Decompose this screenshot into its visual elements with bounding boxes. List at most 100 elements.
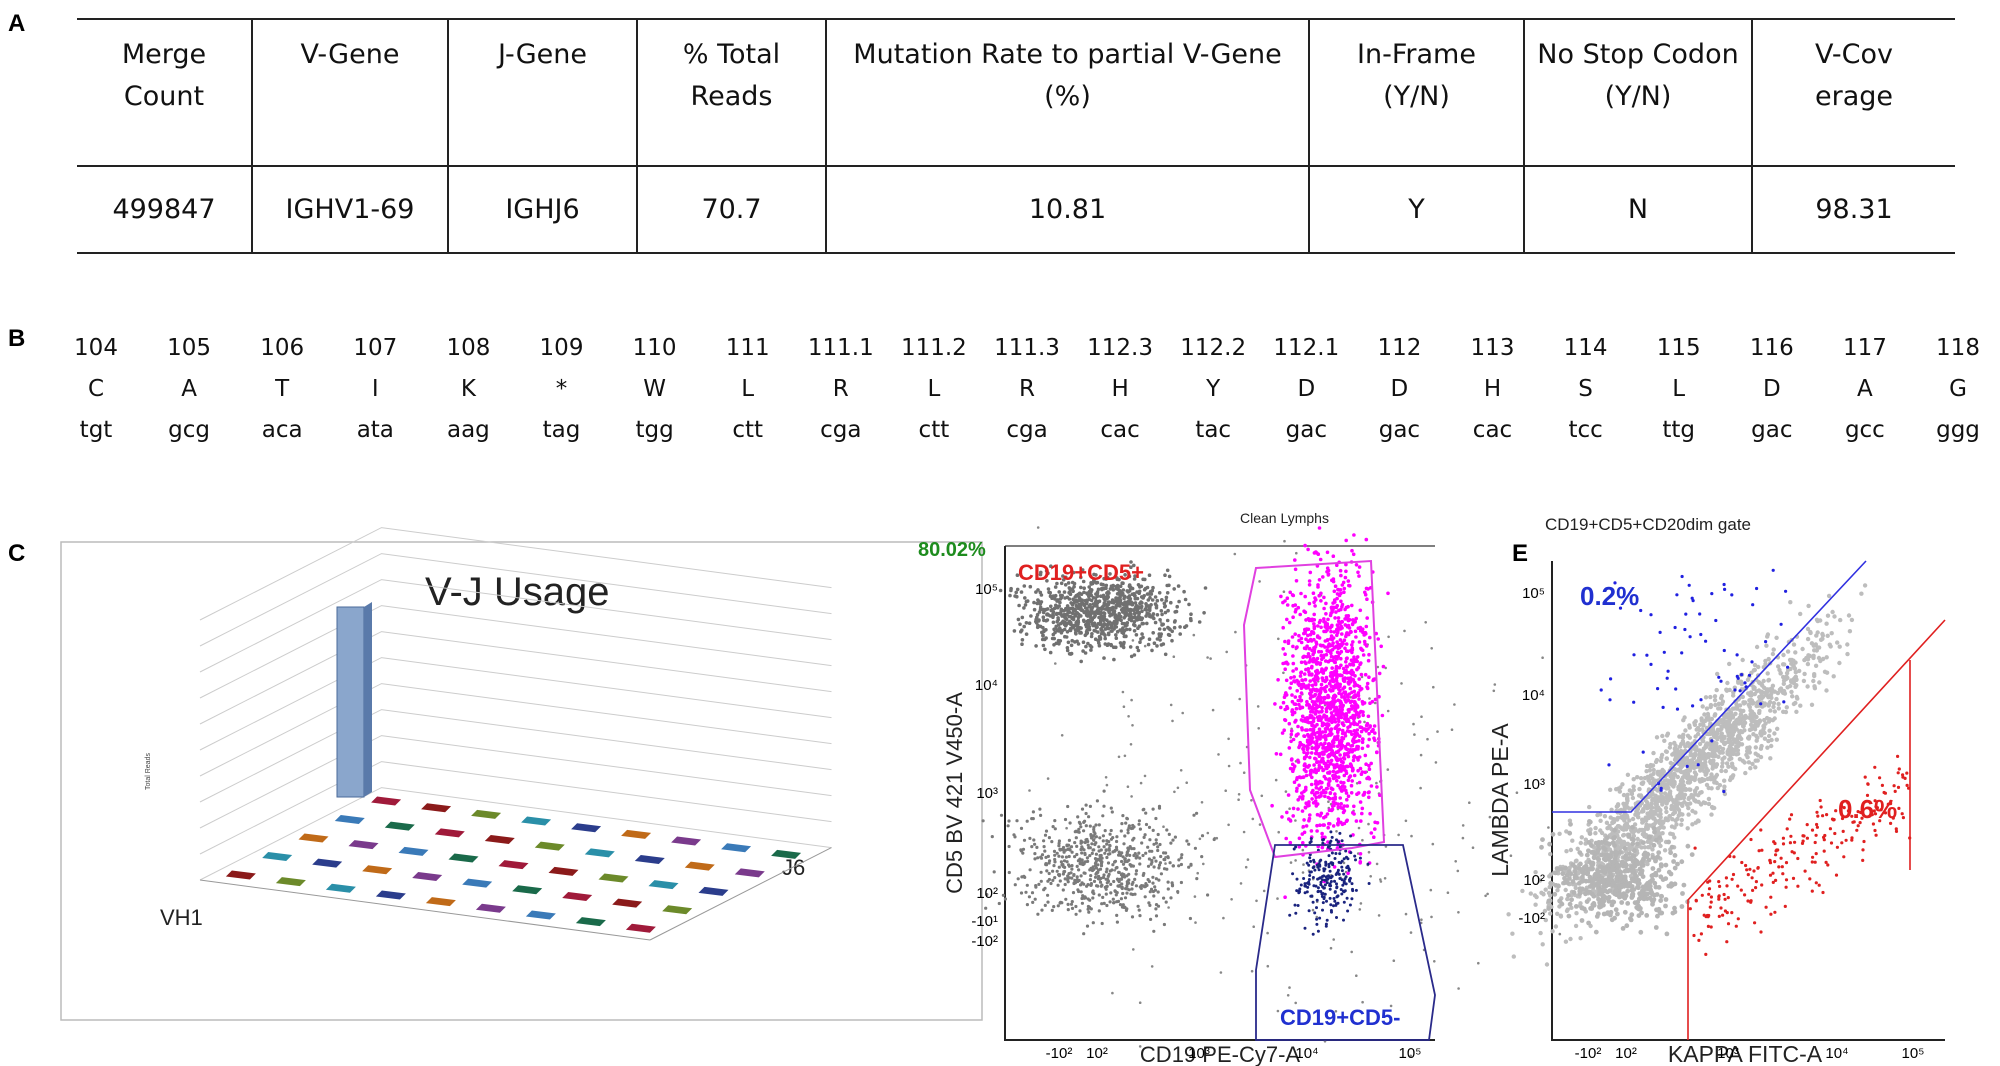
event-dot [1302, 684, 1306, 689]
event-dot [1287, 817, 1291, 821]
event-dot [1069, 902, 1074, 906]
event-dot [1345, 797, 1349, 802]
event-dot [1153, 888, 1157, 892]
event-dot [1149, 917, 1153, 922]
codon: cga [820, 417, 862, 443]
event-dot [1380, 713, 1385, 718]
event-dot [1283, 539, 1286, 543]
event-dot [1077, 830, 1081, 834]
event-dot [1706, 796, 1712, 802]
event-dot [1309, 782, 1314, 787]
event-dot [1066, 581, 1071, 585]
event-dot [1066, 640, 1071, 645]
event-dot [1324, 737, 1328, 742]
event-dot [1042, 845, 1046, 849]
event-dot [1246, 858, 1250, 861]
event-dot [1196, 871, 1199, 875]
event-dot [1358, 852, 1363, 856]
event-dot [1138, 1045, 1142, 1048]
event-dot [1342, 857, 1346, 861]
event-dot [1041, 643, 1046, 648]
event-dot [1328, 613, 1333, 618]
event-dot [1316, 929, 1320, 933]
event-dot [1568, 847, 1574, 853]
amino-acid: L [741, 376, 755, 402]
event-dot [1163, 610, 1168, 615]
event-dot [1718, 706, 1723, 711]
event-dot [1312, 860, 1316, 864]
event-dot [1162, 896, 1166, 900]
event-dot [1171, 719, 1174, 723]
event-dot [1598, 818, 1603, 823]
event-dot [1538, 930, 1543, 936]
event-dot [1307, 579, 1312, 583]
event-dot [1102, 804, 1106, 808]
event-dot [1320, 845, 1325, 850]
event-dot [1278, 752, 1283, 757]
event-dot [1141, 621, 1145, 626]
event-dot [1568, 936, 1573, 942]
event-dot [1729, 741, 1734, 746]
event-dot [1044, 569, 1049, 573]
event-dot [1776, 701, 1781, 707]
event-dot [1392, 959, 1396, 962]
event-dot [1344, 642, 1349, 646]
event-dot [1137, 851, 1141, 855]
event-dot [1076, 620, 1081, 625]
event-dot [1072, 873, 1076, 878]
event-dot [1139, 595, 1144, 599]
event-dot [1332, 897, 1336, 900]
event-dot [1283, 718, 1287, 722]
event-dot [1541, 656, 1544, 659]
event-dot [1623, 822, 1628, 828]
event-dot [1555, 888, 1560, 893]
event-dot [1118, 584, 1123, 588]
event-dot [1180, 853, 1184, 857]
event-dot [1120, 593, 1125, 597]
event-dot [1322, 606, 1326, 611]
event-dot [1166, 887, 1170, 891]
event-dot [1352, 773, 1357, 778]
event-dot [1147, 857, 1151, 861]
event-dot [1347, 682, 1351, 686]
event-dot [1065, 646, 1070, 650]
event-dot [1311, 876, 1315, 879]
event-dot [1351, 663, 1356, 667]
event-dot [1351, 768, 1355, 772]
event-dot [1084, 644, 1088, 649]
event-dot [1139, 886, 1143, 891]
event-dot [1055, 599, 1059, 603]
event-dot [1039, 870, 1043, 874]
event-dot [1336, 682, 1340, 686]
event-dot [1293, 903, 1297, 907]
event-dot [1824, 670, 1830, 675]
event-dot [1296, 807, 1300, 811]
event-dot [1138, 856, 1142, 860]
event-dot [1321, 838, 1325, 842]
event-dot [1027, 895, 1031, 899]
event-dot [1364, 644, 1369, 648]
event-dot [1154, 816, 1158, 821]
event-dot [1051, 611, 1055, 616]
event-dot [1563, 939, 1569, 944]
event-dot [1322, 895, 1326, 899]
event-dot [1035, 601, 1039, 606]
event-dot [1342, 788, 1346, 792]
event-dot [1326, 742, 1331, 746]
event-dot [1338, 831, 1342, 835]
event-dot [1324, 875, 1328, 879]
panel-label: A [8, 10, 26, 37]
event-dot [1367, 882, 1371, 885]
event-dot [1805, 684, 1810, 689]
event-dot [1506, 912, 1511, 917]
event-dot [1173, 835, 1177, 839]
event-dot [1064, 607, 1069, 612]
event-dot [1124, 610, 1128, 615]
event-dot [1078, 859, 1082, 863]
event-dot [1816, 655, 1822, 661]
event-dot [1069, 845, 1074, 849]
event-dot [1152, 842, 1156, 846]
event-dot [1165, 867, 1169, 871]
event-dot [1345, 747, 1349, 751]
event-dot [1304, 661, 1308, 666]
